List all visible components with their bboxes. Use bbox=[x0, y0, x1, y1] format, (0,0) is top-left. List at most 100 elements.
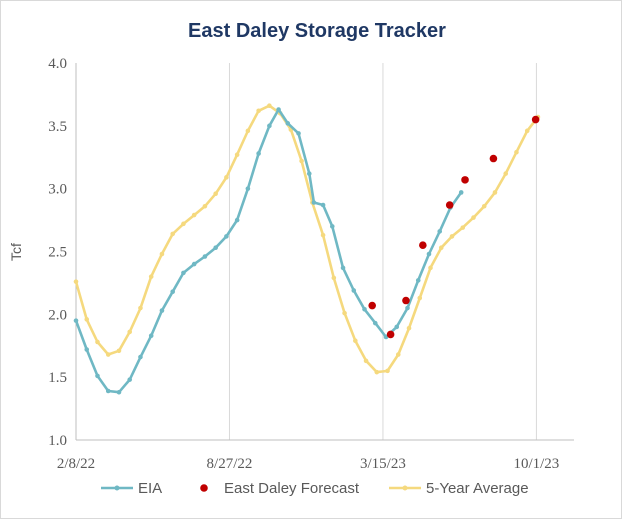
series-point bbox=[116, 348, 122, 354]
legend-item-eia: EIA bbox=[101, 480, 162, 497]
x-tick-label: 3/15/23 bbox=[360, 456, 406, 472]
series-point bbox=[170, 231, 175, 237]
series-point bbox=[148, 274, 154, 279]
series-layer bbox=[73, 103, 541, 395]
forecast-point bbox=[368, 301, 376, 310]
series-point bbox=[406, 325, 412, 331]
series-point bbox=[340, 265, 346, 271]
series-point bbox=[224, 234, 229, 239]
series-point bbox=[331, 275, 337, 281]
y-tick-label: 2.0 bbox=[48, 307, 67, 323]
series-point bbox=[351, 288, 357, 293]
grid-layer bbox=[228, 63, 537, 440]
series-point bbox=[514, 149, 519, 155]
series-point bbox=[256, 108, 261, 114]
legend-label: East Daley Forecast bbox=[224, 480, 360, 497]
series-point bbox=[320, 232, 326, 238]
series-point bbox=[127, 377, 133, 382]
series-point bbox=[159, 251, 165, 257]
series-point bbox=[353, 338, 358, 344]
series-point bbox=[374, 369, 380, 375]
series-point bbox=[438, 245, 444, 251]
series-point bbox=[234, 217, 240, 223]
series-point bbox=[363, 358, 369, 364]
series-point bbox=[181, 270, 186, 276]
y-tick-label: 4.0 bbox=[48, 56, 67, 72]
series-point bbox=[460, 225, 466, 230]
series-point bbox=[95, 339, 100, 345]
series-point bbox=[276, 107, 281, 112]
series-point bbox=[267, 123, 272, 129]
series-point bbox=[492, 190, 498, 195]
series-point bbox=[105, 388, 111, 394]
series-point bbox=[73, 279, 79, 284]
series-point bbox=[471, 215, 476, 220]
series-point bbox=[329, 224, 335, 229]
series-point bbox=[213, 191, 218, 196]
x-tick-label: 2/8/22 bbox=[57, 456, 95, 472]
series-point bbox=[405, 305, 410, 311]
series-point bbox=[415, 278, 421, 283]
series-point bbox=[73, 318, 79, 323]
forecast-point bbox=[419, 241, 427, 250]
series-point bbox=[342, 310, 347, 316]
forecast-point bbox=[445, 201, 454, 209]
axis-layer: 2/8/22 8/27/22 3/15/23 10/1/23 1.0 1.5 2.0 2.5 3… bbox=[48, 56, 574, 472]
legend-item-east-daley-forecast: East Daley Forecast bbox=[200, 480, 360, 497]
series-point bbox=[299, 158, 304, 164]
legend-label: EIA bbox=[138, 480, 162, 497]
x-tick-label: 8/27/22 bbox=[207, 456, 253, 472]
series-point bbox=[417, 295, 423, 301]
y-tick-label: 3.0 bbox=[48, 182, 67, 198]
series-point bbox=[385, 368, 390, 374]
series-point bbox=[148, 333, 154, 338]
chart-title: East Daley Storage Tracker bbox=[188, 20, 446, 42]
series-point bbox=[449, 234, 455, 239]
series-point bbox=[394, 324, 400, 330]
series-point bbox=[138, 305, 143, 311]
series-5-year-average bbox=[73, 103, 541, 375]
legend-swatch-marker bbox=[114, 485, 120, 491]
series-point bbox=[245, 128, 251, 134]
series-point bbox=[362, 307, 367, 312]
series-point bbox=[256, 151, 261, 156]
series-point bbox=[428, 265, 433, 271]
y-tick-label: 3.5 bbox=[48, 119, 67, 135]
forecast-point bbox=[489, 154, 498, 163]
series-line bbox=[74, 108, 463, 394]
series-point bbox=[524, 128, 530, 134]
series-point bbox=[306, 171, 312, 176]
series-point bbox=[170, 289, 175, 295]
series-point bbox=[159, 308, 165, 313]
series-point bbox=[202, 254, 208, 259]
forecast-point bbox=[531, 115, 540, 124]
series-point bbox=[311, 200, 317, 205]
forecast-point bbox=[402, 296, 410, 305]
series-point bbox=[267, 103, 272, 109]
series-point bbox=[234, 152, 240, 158]
series-point bbox=[503, 171, 509, 176]
legend-item-5-year-average: 5-Year Average bbox=[389, 480, 529, 497]
legend: EIA East Daley Forecast 5-Year Average bbox=[101, 480, 529, 497]
series-eia bbox=[73, 107, 464, 395]
legend-swatch bbox=[200, 484, 208, 492]
series-point bbox=[105, 352, 111, 357]
series-point bbox=[372, 320, 378, 326]
series-point bbox=[181, 221, 186, 227]
series-point bbox=[84, 347, 90, 352]
forecast-point bbox=[461, 176, 469, 184]
series-point bbox=[191, 212, 197, 218]
series-point bbox=[191, 261, 197, 267]
series-point bbox=[116, 389, 122, 395]
legend-label: 5-Year Average bbox=[426, 480, 529, 497]
series-point bbox=[395, 352, 401, 357]
series-point bbox=[285, 121, 291, 126]
series-point bbox=[437, 229, 443, 234]
series-point bbox=[213, 245, 218, 251]
series-east-daley-forecast bbox=[368, 115, 540, 339]
y-tick-label: 2.5 bbox=[48, 245, 67, 261]
series-point bbox=[84, 317, 90, 322]
series-point bbox=[481, 203, 487, 209]
